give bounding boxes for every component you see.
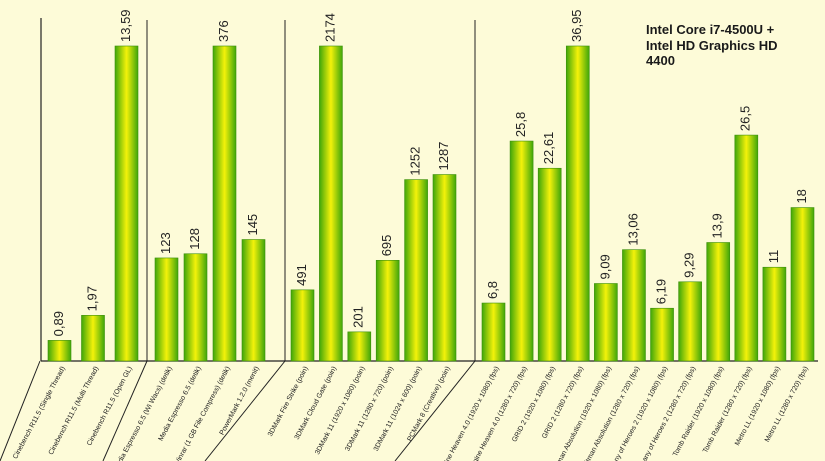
value-label-games-2: 22,61	[541, 132, 556, 165]
value-label-games-6: 6,19	[653, 279, 668, 304]
category-labels-layer: Cinebench R11.5 (Single Thread)Cinebench…	[12, 366, 810, 461]
value-label-media-3: 145	[245, 214, 260, 236]
category-label-3dmark-4: 3DMark 11 (1024 x 600) (poin)	[373, 366, 424, 453]
value-label-3dmark-0: 491	[294, 264, 309, 286]
bar-3dmark-2	[347, 331, 372, 362]
category-label-games-0: Unigine Heaven 4.0 (1920 x 1080) (fps)	[437, 366, 501, 461]
value-label-3dmark-1: 2174	[322, 13, 337, 42]
bar-cinebench-2	[114, 45, 139, 362]
value-label-3dmark-5: 1287	[436, 142, 451, 171]
category-label-media-2: Winrar (1 GB File Compress) (detik)	[173, 366, 232, 461]
value-label-games-10: 11	[766, 250, 781, 264]
bar-media-3	[241, 239, 266, 362]
group-diagonal-1	[0, 360, 41, 461]
bar-cinebench-0	[47, 340, 72, 362]
bar-games-1	[509, 140, 534, 362]
bar-games-8	[706, 242, 731, 362]
bar-games-7	[678, 281, 702, 362]
bar-3dmark-0	[290, 289, 315, 362]
group-diagonal-2	[102, 360, 148, 461]
value-label-games-8: 13,9	[710, 213, 725, 238]
bar-media-2	[212, 45, 237, 362]
value-label-3dmark-2: 201	[351, 306, 366, 328]
bar-games-4	[594, 283, 618, 362]
category-label-3dmark-3: 3DMark 11 (1280 x 720) (poin)	[344, 366, 395, 453]
value-label-games-7: 9,29	[682, 252, 697, 277]
bar-media-0	[154, 257, 179, 362]
value-label-3dmark-4: 1252	[408, 147, 423, 176]
bar-games-10	[762, 266, 787, 362]
bar-games-11	[790, 207, 815, 362]
bar-games-3	[565, 45, 590, 362]
bar-3dmark-5	[432, 174, 457, 362]
value-label-games-11: 18	[794, 189, 809, 203]
value-label-games-4: 9,09	[597, 254, 612, 279]
value-label-3dmark-3: 695	[379, 235, 394, 257]
category-label-3dmark-2: 3DMark 11 (1920 x 1080) (poin)	[314, 366, 367, 456]
value-label-games-5: 13,06	[625, 213, 640, 246]
bar-games-9	[734, 134, 759, 362]
value-label-games-0: 6,8	[485, 281, 500, 299]
bar-media-1	[183, 253, 208, 362]
value-label-media-1: 128	[187, 228, 202, 250]
bar-games-6	[650, 307, 674, 362]
value-label-media-0: 123	[158, 232, 173, 254]
chart-title-line-2: Intel HD Graphics HD 4400	[646, 38, 778, 68]
value-label-cinebench-2: 13,59	[118, 9, 133, 42]
category-label-games-9: Tomb Raider (1280 x 720) (fps)	[702, 366, 754, 455]
value-label-games-3: 36,95	[569, 9, 584, 42]
bar-3dmark-3	[375, 259, 400, 362]
bar-3dmark-1	[319, 45, 343, 362]
value-label-cinebench-0: 0,89	[51, 311, 66, 336]
bar-games-2	[537, 167, 562, 362]
bars-layer	[47, 45, 815, 362]
group-diagonal-3	[204, 360, 286, 461]
value-label-media-2: 376	[216, 20, 231, 42]
value-label-games-1: 25,8	[513, 112, 528, 137]
value-labels-layer: 0,89 1,97 13,59 123 128 376 145 491 2174 201 695 12…	[51, 9, 809, 336]
value-label-games-9: 26,5	[738, 106, 753, 131]
bar-3dmark-4	[404, 179, 428, 362]
bar-games-0	[481, 302, 506, 362]
group-diagonal-4	[394, 360, 476, 461]
chart-title-line-1: Intel Core i7-4500U +	[646, 22, 775, 37]
bar-games-5	[622, 249, 646, 362]
value-label-cinebench-1: 1,97	[84, 286, 99, 311]
bar-cinebench-1	[81, 315, 105, 362]
category-label-games-5: Hitman Absolution (1280 x 720) (fps)	[582, 366, 642, 461]
category-label-games-8: Tomb Raider (1920 x 1080) (fps)	[672, 366, 725, 458]
